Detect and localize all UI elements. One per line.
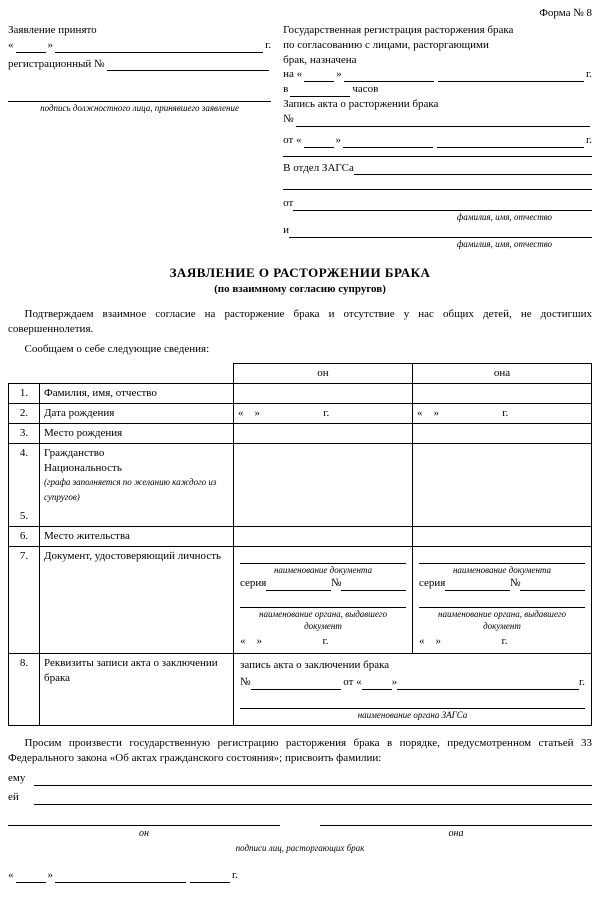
zags-blank[interactable] [354,162,592,175]
q-open: « [8,38,14,53]
accepted-label: Заявление принято [8,23,271,38]
and-blank[interactable] [289,225,592,238]
row1-she[interactable] [413,384,592,404]
q-close3: » [336,133,342,148]
row-num: 5. [9,507,40,526]
record-line: Запись акта о расторжении брака [283,97,592,112]
date-day-blank[interactable] [16,871,46,883]
date-q1: « [8,868,14,883]
row4-he[interactable] [234,443,413,526]
paragraph-1: Подтверждаем взаимное согласие на растор… [8,307,592,337]
date-year-suffix: г. [232,868,238,883]
row3-label: Место рождения [40,423,234,443]
row-num: 1. [9,384,40,404]
paragraph-2: Сообщаем о себе следующие сведения: [8,342,592,357]
row5-label-blank [40,507,234,526]
day-blank[interactable] [16,41,46,53]
sig-he[interactable]: он [8,825,280,841]
ot-day-blank[interactable] [304,136,334,148]
reg-line2: по согласованию с лицами, расторгающими [283,38,592,53]
row-num: 3. [9,423,40,443]
ot-year-suffix: г. [586,133,592,148]
row2-he[interactable]: « » г. [234,404,413,424]
row2-she[interactable]: « » г. [413,404,592,424]
col-he: он [234,364,413,384]
footer-para: Просим произвести государственную регист… [8,736,592,766]
reg-day-blank[interactable] [304,70,334,82]
him-label: ему [8,771,34,786]
hours-label: часов [352,82,378,97]
na-label: на « [283,67,302,82]
date-q2: » [48,868,54,883]
row1-label: Фамилия, имя, отчество [40,384,234,404]
date-year-blank[interactable] [190,871,230,883]
row6-she[interactable] [413,526,592,546]
row1-he[interactable] [234,384,413,404]
hours-blank[interactable] [290,85,350,97]
zags-label: В отдел ЗАГСа [283,161,354,176]
her-label: ей [8,790,34,805]
row-num: 7. [9,546,40,653]
header-left: Заявление принято « » г. регистрационный… [8,23,283,115]
zags-blank-2[interactable] [283,177,592,190]
row-num: 6. [9,526,40,546]
row3-he[interactable] [234,423,413,443]
record-no-label: № [283,112,294,127]
row4-label: Гражданство Национальность (графа заполн… [40,443,234,507]
row3-she[interactable] [413,423,592,443]
sig-she[interactable]: она [320,825,592,841]
reg-line3: брак, назначена [283,53,592,68]
row-num: 2. [9,404,40,424]
page-title: ЗАЯВЛЕНИЕ О РАСТОРЖЕНИИ БРАКА [8,264,592,282]
her-surname-blank[interactable] [34,792,592,805]
official-sig-line[interactable] [8,89,271,102]
row6-label: Место жительства [40,526,234,546]
date-month-blank[interactable] [55,871,186,883]
ot-month-blank[interactable] [343,136,433,148]
reg-line1: Государственная регистрация расторжения … [283,23,592,38]
header-right: Государственная регистрация расторжения … [283,23,592,251]
month-blank[interactable] [55,41,263,53]
recordno-blank[interactable] [296,115,590,127]
q-close2: » [336,67,342,82]
reg-year-suffix: г. [586,67,592,82]
regno-blank[interactable] [107,59,270,71]
row4-she[interactable] [413,443,592,526]
regno-label: регистрационный № [8,57,105,72]
fio-caption-1: фамилия, имя, отчество [283,211,592,223]
reg-year-blank[interactable] [438,70,584,82]
row8-value[interactable]: запись акта о заключении брака № от « » … [234,653,592,725]
page-subtitle: (по взаимному согласию супругов) [8,282,592,297]
row6-he[interactable] [234,526,413,546]
fio-caption-2: фамилия, имя, отчество [283,238,592,250]
row-num: 8. [9,653,40,725]
from-label: от [283,196,293,211]
form-number: Форма № 8 [8,6,592,21]
row-num: 4. [9,443,40,507]
row8-label: Реквизиты записи акта о заключении брака [40,653,234,725]
year-suffix: г. [265,38,271,53]
sig-caption: подписи лиц, расторгающих брак [8,842,592,854]
header-columns: Заявление принято « » г. регистрационный… [8,23,592,251]
ot-label: от « [283,133,301,148]
row7-she[interactable]: наименование документа серия№ наименован… [413,546,592,653]
col-she: она [413,364,592,384]
row2-label: Дата рождения [40,404,234,424]
reg-month-blank[interactable] [344,70,434,82]
q-close: » [48,38,54,53]
him-surname-blank[interactable] [34,773,592,786]
from-blank[interactable] [293,198,592,211]
signature-block: он она [8,825,592,841]
row7-he[interactable]: наименование документа серия№ наименован… [234,546,413,653]
v-label: в [283,82,288,97]
official-caption: подпись должностного лица, принявшего за… [8,102,271,114]
row7-label: Документ, удостоверяющий личность [40,546,234,653]
ot-year-blank[interactable] [437,136,584,148]
data-table: он она 1. Фамилия, имя, отчество 2. Дата… [8,363,592,725]
